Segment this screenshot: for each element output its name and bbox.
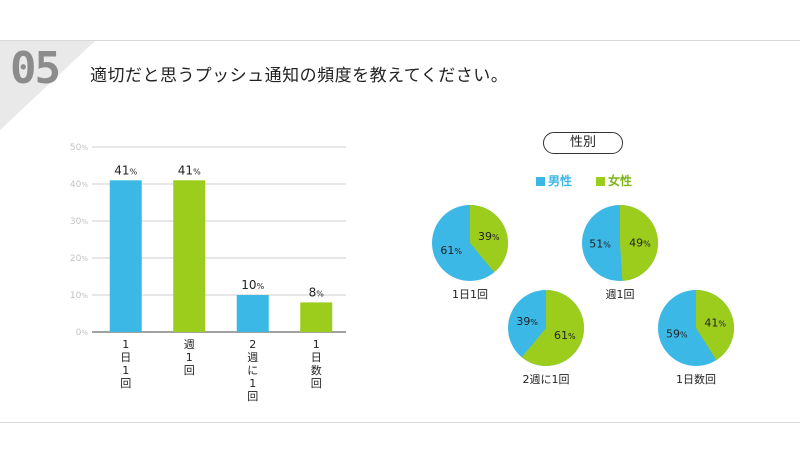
pie-slice-label: 59%	[666, 328, 688, 341]
x-category-label: 1	[122, 338, 129, 351]
bar-value-label: 41%	[178, 163, 201, 177]
pie-title: 1日1回	[452, 288, 488, 301]
legend-title: 性別	[543, 132, 623, 154]
x-category-label: 回	[120, 377, 131, 390]
bar-value-label: 10%	[241, 278, 264, 292]
pie-title: 1日数回	[676, 373, 716, 386]
y-tick-label: 30%	[70, 217, 88, 227]
bar	[300, 302, 333, 332]
x-category-label: 回	[247, 390, 258, 403]
x-category-label: 1	[313, 338, 320, 351]
pie-slice-female	[696, 290, 734, 361]
x-category-label: 回	[311, 377, 322, 390]
bar-value-label: 41%	[114, 163, 137, 177]
pie-slice-label: 39%	[516, 315, 538, 328]
x-category-label: 1	[186, 351, 193, 364]
y-tick-label: 10%	[70, 291, 88, 301]
y-tick-label: 20%	[70, 254, 88, 264]
legend-female: 女性	[596, 172, 632, 189]
corner-triangle	[0, 41, 95, 130]
x-category-label: 数	[311, 364, 322, 377]
pie-slice-female	[620, 205, 659, 281]
pie-slice-female	[470, 205, 508, 273]
legend-male-label: 男性	[548, 174, 573, 188]
x-category-label: に	[247, 364, 258, 377]
legend-male: 男性	[536, 172, 572, 189]
pie-slice-label: 61%	[554, 329, 576, 342]
bar	[236, 295, 269, 332]
x-category-label: 1	[249, 377, 256, 390]
bottom-divider	[0, 422, 800, 423]
x-category-label: 週	[247, 351, 258, 364]
pie-slice-label: 41%	[704, 316, 726, 329]
pie: 61% 39% 2週に1回	[508, 290, 584, 386]
question-title: 適切だと思うプッシュ通知の頻度を教えてください。	[90, 66, 509, 86]
y-tick-label: 50%	[70, 143, 88, 153]
y-tick-label: 40%	[70, 180, 88, 190]
female-swatch	[596, 177, 605, 186]
pie-slice-label: 49%	[629, 236, 651, 249]
bar	[109, 180, 142, 332]
x-category-label: 日	[311, 351, 322, 364]
x-category-label: 2	[249, 338, 256, 351]
pie-slice-label: 51%	[589, 238, 611, 251]
pie: 49% 51% 週1回	[582, 205, 659, 301]
x-category-label: 週	[184, 338, 195, 351]
pie-title: 2週に1回	[523, 373, 570, 386]
x-category-label: 日	[120, 351, 131, 364]
y-tick-label: 0%	[76, 328, 89, 338]
pie: 41% 59% 1日数回	[658, 290, 734, 386]
male-swatch	[536, 177, 545, 186]
pie: 39% 61% 1日1回	[432, 205, 508, 301]
bar-value-label: 8%	[309, 285, 325, 299]
pie-title: 週1回	[606, 288, 635, 301]
pie-slice-female	[521, 290, 584, 366]
bar	[173, 180, 206, 332]
pie-slice-label: 61%	[440, 244, 462, 257]
legend-female-label: 女性	[608, 174, 633, 188]
pie-slice-label: 39%	[478, 230, 500, 243]
x-category-label: 回	[184, 364, 195, 377]
question-number: 05	[10, 43, 61, 94]
x-category-label: 1	[122, 364, 129, 377]
top-divider	[0, 40, 800, 41]
